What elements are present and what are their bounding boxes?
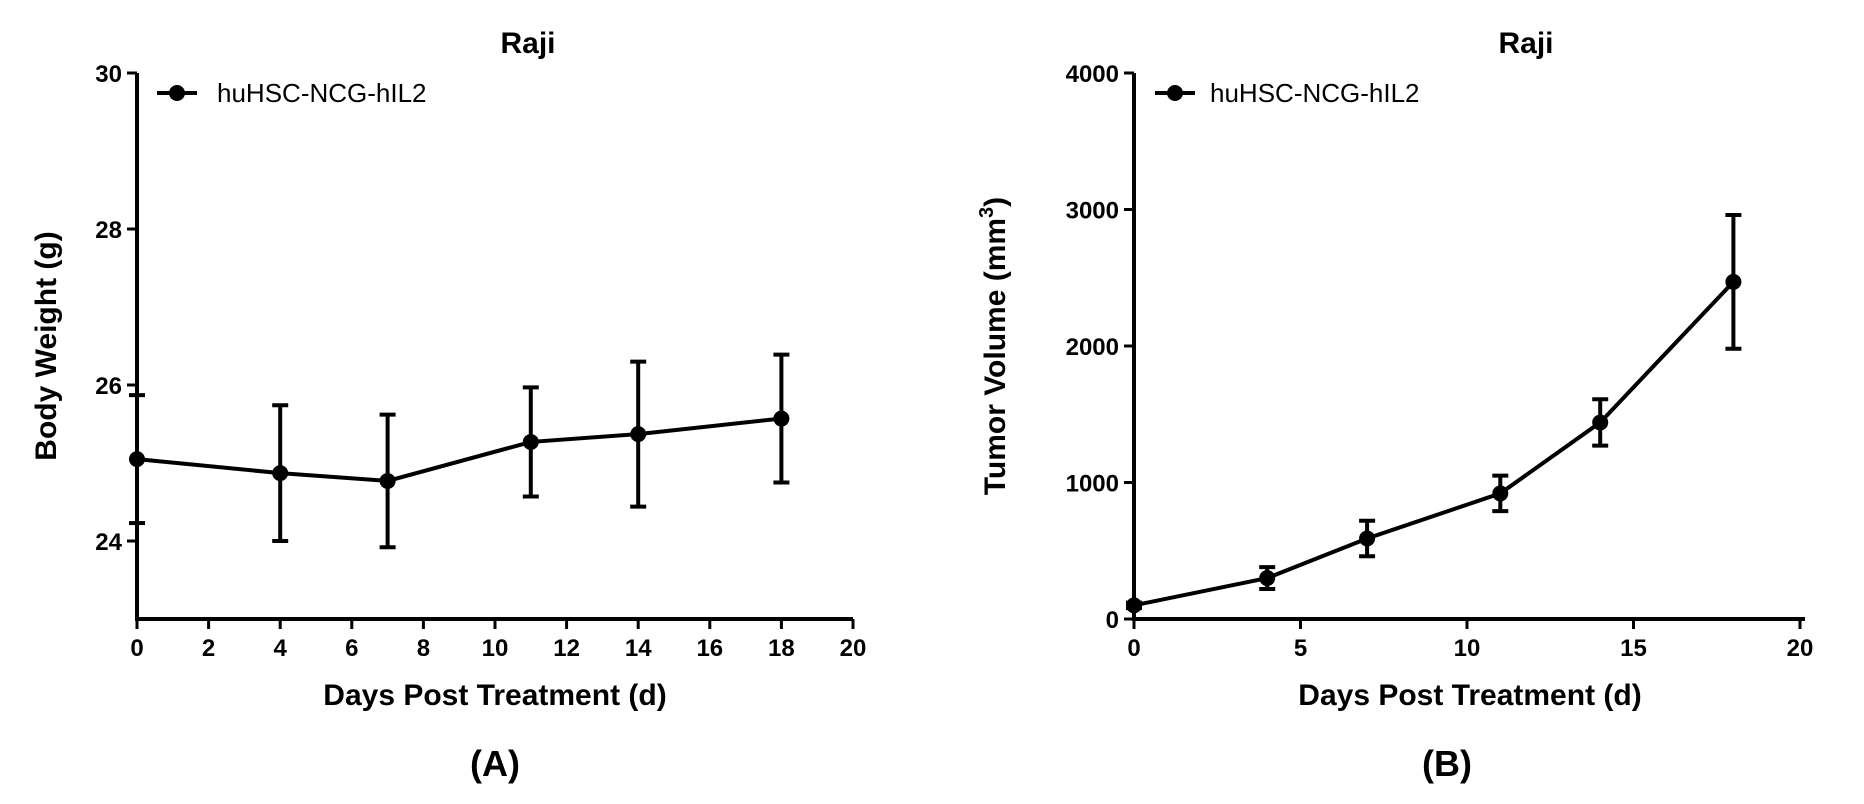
chart-b-x-ticks: 0 5 10 15 20 <box>1127 619 1813 662</box>
chart-a-data-point <box>773 411 789 427</box>
chart-a-data-point <box>630 426 646 442</box>
chart-b-x-tick-label: 0 <box>1127 635 1140 662</box>
figure: Raji 0 2 4 6 8 10 12 14 16 18 20 24262830 huHSC-NC… <box>0 0 1864 804</box>
chart-a-series-line <box>137 419 781 481</box>
chart-a-x-tick-label: 10 <box>482 635 509 662</box>
chart-a-x-tick-label: 12 <box>553 635 580 662</box>
chart-a-y-tick-label: 24 <box>95 529 122 556</box>
chart-b-series-line <box>1134 282 1733 606</box>
chart-b-data-point <box>1359 530 1375 546</box>
chart-a-x-tick-label: 16 <box>696 635 723 662</box>
chart-b-data-point <box>1259 570 1275 586</box>
chart-a-y-label: Body Weight (g) <box>30 231 63 460</box>
panel-label-a: (A) <box>470 743 520 784</box>
chart-b-x-tick-label: 20 <box>1787 635 1814 662</box>
panel-label-b: (B) <box>1422 743 1472 784</box>
chart-b-data-point <box>1725 274 1741 290</box>
chart-b-y-label-sup: 3 <box>976 207 998 218</box>
chart-a-y-ticks: 24 26 28 30 <box>95 61 137 556</box>
chart-b-legend-marker <box>1167 85 1183 101</box>
chart-a-data-point <box>523 434 539 450</box>
chart-a-x-ticks: 0 2 4 6 8 10 12 14 16 18 20 <box>130 619 866 662</box>
chart-a-x-tick-label: 20 <box>840 635 867 662</box>
chart-b-y-tick-label: 0 <box>1106 607 1119 634</box>
chart-b-y-label-suffix: ) <box>979 197 1012 207</box>
chart-b-series <box>1126 215 1741 613</box>
chart-a-x-tick-label: 0 <box>130 635 143 662</box>
chart-a-x-tick-label: 2 <box>202 635 215 662</box>
chart-a-y-tick-label: 26 <box>95 373 122 400</box>
chart-b-y-tick-label: 3000 <box>1066 198 1119 225</box>
chart-a-legend-marker <box>169 85 185 101</box>
chart-b-data-point <box>1592 414 1608 430</box>
chart-a-data-point <box>272 465 288 481</box>
chart-b-y-label-main: Tumor Volume (mm <box>979 218 1012 495</box>
chart-a-title: Raji <box>500 27 555 60</box>
chart-a-series <box>129 355 789 548</box>
chart-b-y-tick-label: 2000 <box>1066 334 1119 361</box>
chart-b-y-tick-label: 1000 <box>1066 471 1119 498</box>
chart-b: Raji 0 5 10 15 20 0 1000 2000 3000 4000 huHSC-NC… <box>976 27 1813 784</box>
chart-b-legend-label: huHSC-NCG-hIL2 <box>1210 78 1420 108</box>
chart-b-x-tick-label: 10 <box>1454 635 1481 662</box>
chart-b-y-tick-label: 4000 <box>1066 61 1119 88</box>
chart-a-data-point <box>129 451 145 467</box>
chart-b-x-tick-label: 5 <box>1294 635 1307 662</box>
chart-a-y-tick-label: 30 <box>95 61 122 88</box>
chart-a-y-tick-label: 28 <box>95 217 122 244</box>
chart-a-x-tick-label: 14 <box>625 635 652 662</box>
chart-b-y-ticks: 0 1000 2000 3000 4000 <box>1066 61 1134 634</box>
chart-a-x-label: Days Post Treatment (d) <box>323 679 666 712</box>
chart-b-y-label: Tumor Volume (mm3) <box>976 197 1012 495</box>
chart-b-x-tick-label: 15 <box>1620 635 1647 662</box>
chart-b-title: Raji <box>1498 27 1553 60</box>
chart-a-x-tick-label: 18 <box>768 635 795 662</box>
chart-b-x-label: Days Post Treatment (d) <box>1298 679 1641 712</box>
chart-a-x-tick-label: 4 <box>274 635 288 662</box>
chart-b-data-point <box>1126 597 1142 613</box>
chart-a-legend-label: huHSC-NCG-hIL2 <box>217 78 427 108</box>
chart-b-data-point <box>1492 485 1508 501</box>
chart-a-x-tick-label: 8 <box>417 635 430 662</box>
chart-a-data-point <box>380 473 396 489</box>
chart-a-x-tick-label: 6 <box>345 635 358 662</box>
